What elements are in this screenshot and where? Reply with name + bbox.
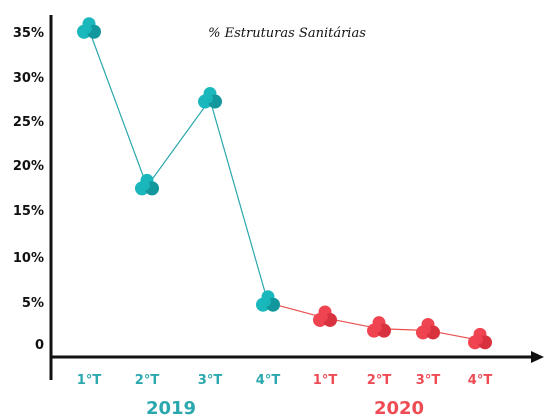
x-tick-label: 1°T — [77, 373, 102, 388]
y-tick-label: 25% — [13, 115, 44, 130]
x-tick-label: 3°T — [198, 373, 223, 388]
x-tick-label: 1°T — [313, 373, 338, 388]
series-line — [324, 317, 481, 341]
chart-axes — [49, 15, 544, 380]
data-point — [135, 173, 159, 196]
y-tick-label: 20% — [13, 159, 44, 174]
x-tick-label: 2°T — [367, 373, 392, 388]
data-point — [468, 327, 492, 350]
x-tick-label: 4°T — [468, 373, 493, 388]
x-tick-labels: 1°T 2°T 3°T 4°T 1°T 2°T 3°T 4°T — [77, 373, 493, 388]
y-tick-label: 0 — [35, 338, 44, 353]
x-tick-label: 2°T — [135, 373, 160, 388]
data-point — [367, 316, 391, 338]
x-axis-arrowhead — [531, 351, 544, 363]
y-tick-label: 15% — [13, 204, 44, 219]
data-point — [256, 290, 280, 312]
y-tick-labels: 35% 30% 25% 20% 15% 10% 5% 0 — [13, 26, 44, 353]
chart-title: % Estruturas Sanitárias — [208, 26, 366, 41]
series-line — [88, 29, 269, 303]
data-point — [313, 305, 337, 327]
x-tick-label: 4°T — [256, 373, 281, 388]
year-label: 2019 — [146, 398, 196, 416]
y-tick-label: 35% — [13, 26, 44, 41]
year-labels: 2019 2020 — [146, 398, 424, 416]
data-point — [416, 317, 440, 340]
y-tick-label: 10% — [13, 251, 44, 266]
y-tick-label: 30% — [13, 71, 44, 86]
series-markers — [77, 17, 492, 350]
x-tick-label: 3°T — [416, 373, 441, 388]
data-point — [77, 17, 101, 39]
year-label: 2020 — [374, 398, 424, 416]
data-point — [198, 87, 222, 109]
y-tick-label: 5% — [22, 296, 44, 311]
